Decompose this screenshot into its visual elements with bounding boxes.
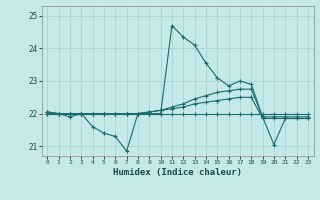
X-axis label: Humidex (Indice chaleur): Humidex (Indice chaleur) bbox=[113, 168, 242, 177]
